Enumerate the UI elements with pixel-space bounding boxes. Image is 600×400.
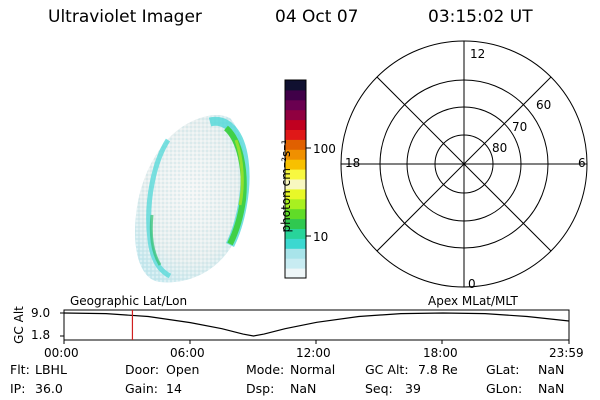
colorbar-cell [285, 268, 306, 279]
status-dsp-label: Dsp: [246, 381, 275, 396]
colorbar-cell [285, 89, 306, 101]
status-ip-value: 36.0 [35, 381, 63, 396]
instrument-title: Ultraviolet Imager [48, 7, 202, 27]
lat-label-80: 80 [492, 141, 508, 155]
status-glon-label: GLon: [486, 381, 523, 396]
status-door-label: Door: [125, 362, 160, 377]
status-gain-value: 14 [166, 381, 182, 396]
lat-label-60: 60 [536, 98, 552, 112]
colorbar [284, 79, 311, 279]
timeline-xtick-1200: 12:00 [296, 346, 331, 360]
colorbar-cell [285, 80, 306, 91]
status-mode-label: Mode: [246, 362, 285, 377]
status-glon-value: NaN [538, 381, 565, 396]
status-door-value: Open [166, 362, 200, 377]
colorbar-cell [285, 139, 306, 150]
colorbar-cell [285, 238, 306, 249]
colorbar-cell [285, 129, 306, 140]
status-seq-value: 39 [405, 381, 421, 396]
polar-diag-2 [376, 76, 552, 252]
mlt-label-12: 12 [470, 47, 486, 61]
colorbar-unit-label: photon cm⁻²s⁻¹ [279, 139, 293, 233]
colorbar-cell [285, 258, 306, 269]
timeline-xtick-2359: 23:59 [549, 346, 584, 360]
colorbar-cell [285, 228, 306, 239]
gc-alt-series-line [63, 312, 570, 337]
timeline-ylabel: GC Alt [12, 306, 26, 344]
colorbar-cell [285, 149, 306, 160]
colorbar-tick-10: 10 [313, 230, 329, 244]
status-seq-label: Seq: [365, 381, 393, 396]
status-glat-label: GLat: [486, 362, 520, 377]
status-gain-label: Gain: [125, 381, 158, 396]
status-dsp-value: NaN [290, 381, 317, 396]
colorbar-cell [285, 198, 306, 210]
colorbar-cell [285, 218, 306, 229]
timeline-right-caption: Apex MLat/MLT [428, 294, 518, 308]
date-label: 04 Oct 07 [275, 7, 359, 27]
timeline-ytick-9: 9.0 [31, 306, 51, 320]
time-label: 03:15:02 UT [428, 7, 533, 27]
timeline-plot [60, 309, 570, 344]
colorbar-frame [284, 79, 307, 279]
status-glat-value: NaN [538, 362, 565, 377]
status-flt-label: Flt: [10, 362, 30, 377]
timeline-frame [63, 309, 570, 341]
colorbar-cell [285, 169, 306, 180]
mlt-label-0: 0 [468, 277, 476, 291]
timeline-xtick-0600: 06:00 [170, 346, 205, 360]
status-gcalt-value: 7.8 Re [418, 362, 458, 377]
colorbar-cell [285, 159, 306, 170]
mlt-label-18: 18 [345, 156, 361, 170]
colorbar-cell [285, 208, 306, 220]
colorbar-cell [285, 99, 306, 111]
lat-label-70: 70 [512, 120, 528, 134]
colorbar-cell [285, 188, 306, 200]
colorbar-cell [285, 248, 306, 259]
auroral-image [135, 115, 250, 283]
status-ip-label: IP: [10, 381, 26, 396]
colorbar-tick-100: 100 [313, 142, 336, 156]
aurora-band-inner [146, 138, 172, 279]
mlt-label-6: 6 [578, 156, 586, 170]
timeline-xtick-1800: 18:00 [423, 346, 458, 360]
status-mode-value: Normal [290, 362, 336, 377]
polar-plot [340, 40, 588, 288]
colorbar-cell [285, 119, 306, 130]
timeline-xtick-0000: 00:00 [44, 346, 79, 360]
colorbar-cell [285, 179, 306, 190]
timeline-ytick-1-8: 1.8 [31, 328, 51, 342]
timeline-left-caption: Geographic Lat/Lon [70, 294, 188, 308]
status-gcalt-label: GC Alt: [365, 362, 409, 377]
colorbar-cell [285, 109, 306, 121]
status-flt-value: LBHL [35, 362, 67, 377]
